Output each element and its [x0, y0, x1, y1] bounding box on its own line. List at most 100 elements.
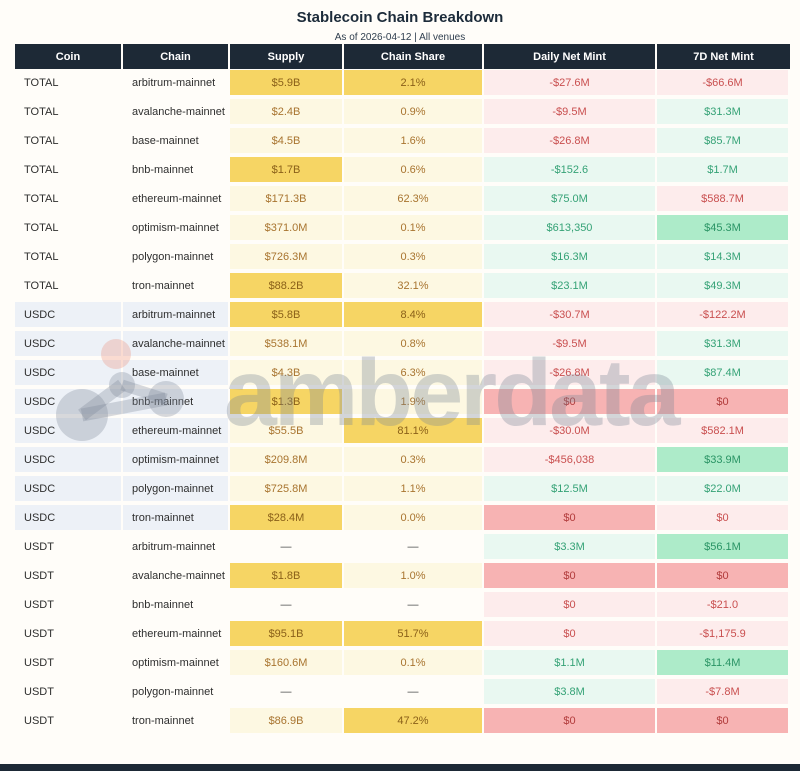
column-header-chain: Chain [123, 44, 230, 70]
chain-cell: polygon-mainnet [123, 476, 230, 505]
daily-mint-cell: $0 [484, 592, 657, 621]
chain-cell: tron-mainnet [123, 273, 230, 302]
share-cell: 0.8% [344, 331, 484, 360]
share-cell: 1.6% [344, 128, 484, 157]
supply-cell: $5.8B [230, 302, 344, 331]
chain-cell: avalanche-mainnet [123, 563, 230, 592]
7d-mint-cell: $0 [657, 563, 790, 592]
share-cell: 0.0% [344, 505, 484, 534]
chain-cell: avalanche-mainnet [123, 331, 230, 360]
coin-cell: USDT [15, 708, 123, 737]
daily-mint-cell: $12.5M [484, 476, 657, 505]
chain-cell: bnb-mainnet [123, 592, 230, 621]
column-header-supply: Supply [230, 44, 344, 70]
coin-cell: USDC [15, 360, 123, 389]
supply-cell: $171.3B [230, 186, 344, 215]
chain-cell: polygon-mainnet [123, 244, 230, 273]
coin-cell: USDC [15, 331, 123, 360]
share-cell: 0.1% [344, 215, 484, 244]
7d-mint-cell: $49.3M [657, 273, 790, 302]
supply-cell: $88.2B [230, 273, 344, 302]
7d-mint-cell: $22.0M [657, 476, 790, 505]
daily-mint-cell: -$26.8M [484, 360, 657, 389]
coin-cell: USDT [15, 592, 123, 621]
share-cell: — [344, 679, 484, 708]
share-cell: 0.3% [344, 447, 484, 476]
coin-cell: USDT [15, 563, 123, 592]
coin-cell: USDC [15, 447, 123, 476]
7d-mint-cell: $588.7M [657, 186, 790, 215]
daily-mint-cell: $75.0M [484, 186, 657, 215]
supply-cell: $4.5B [230, 128, 344, 157]
daily-mint-cell: $0 [484, 505, 657, 534]
chain-cell: base-mainnet [123, 360, 230, 389]
chain-cell: base-mainnet [123, 128, 230, 157]
chain-cell: bnb-mainnet [123, 389, 230, 418]
share-cell: 0.9% [344, 99, 484, 128]
stablecoin-table: Coin Chain Supply Chain Share Daily Net Mint… [15, 44, 790, 737]
coin-cell: TOTAL [15, 273, 123, 302]
daily-mint-cell: $1.1M [484, 650, 657, 679]
chain-cell: optimism-mainnet [123, 650, 230, 679]
supply-cell: $1.3B [230, 389, 344, 418]
coin-cell: TOTAL [15, 186, 123, 215]
coin-cell: TOTAL [15, 157, 123, 186]
7d-mint-cell: $31.3M [657, 331, 790, 360]
coin-cell: USDT [15, 679, 123, 708]
supply-cell: $160.6M [230, 650, 344, 679]
share-cell: 1.9% [344, 389, 484, 418]
share-cell: 62.3% [344, 186, 484, 215]
7d-mint-cell: $11.4M [657, 650, 790, 679]
coin-cell: TOTAL [15, 70, 123, 99]
daily-mint-cell: $3.3M [484, 534, 657, 563]
daily-mint-cell: $0 [484, 708, 657, 737]
daily-mint-cell: -$9.5M [484, 331, 657, 360]
column-header-chain-share: Chain Share [344, 44, 484, 70]
chain-cell: optimism-mainnet [123, 215, 230, 244]
7d-mint-cell: $87.4M [657, 360, 790, 389]
daily-mint-cell: -$456,038 [484, 447, 657, 476]
daily-mint-cell: $16.3M [484, 244, 657, 273]
chain-cell: bnb-mainnet [123, 157, 230, 186]
7d-mint-cell: $31.3M [657, 99, 790, 128]
chain-cell: arbitrum-mainnet [123, 70, 230, 99]
coin-cell: TOTAL [15, 215, 123, 244]
supply-cell: $1.8B [230, 563, 344, 592]
supply-cell: — [230, 534, 344, 563]
daily-mint-cell: $23.1M [484, 273, 657, 302]
chain-cell: tron-mainnet [123, 505, 230, 534]
supply-cell: $371.0M [230, 215, 344, 244]
coin-cell: USDT [15, 534, 123, 563]
share-cell: 8.4% [344, 302, 484, 331]
chain-cell: ethereum-mainnet [123, 418, 230, 447]
7d-mint-cell: $582.1M [657, 418, 790, 447]
share-cell: — [344, 592, 484, 621]
chain-cell: polygon-mainnet [123, 679, 230, 708]
7d-mint-cell: $0 [657, 505, 790, 534]
share-cell: 0.6% [344, 157, 484, 186]
supply-cell: $726.3M [230, 244, 344, 273]
daily-mint-cell: -$26.8M [484, 128, 657, 157]
share-cell: 6.3% [344, 360, 484, 389]
7d-mint-cell: $45.3M [657, 215, 790, 244]
supply-cell: $86.9B [230, 708, 344, 737]
daily-mint-cell: -$30.0M [484, 418, 657, 447]
chain-cell: avalanche-mainnet [123, 99, 230, 128]
column-header-daily-net-mint: Daily Net Mint [484, 44, 657, 70]
share-cell: 47.2% [344, 708, 484, 737]
page-title: Stablecoin Chain Breakdown [296, 9, 504, 26]
footer-bar [0, 764, 800, 771]
share-cell: 51.7% [344, 621, 484, 650]
supply-cell: $95.1B [230, 621, 344, 650]
supply-cell: — [230, 679, 344, 708]
7d-mint-cell: $56.1M [657, 534, 790, 563]
7d-mint-cell: $33.9M [657, 447, 790, 476]
column-header-coin: Coin [15, 44, 123, 70]
coin-cell: USDT [15, 650, 123, 679]
supply-cell: $55.5B [230, 418, 344, 447]
share-cell: 2.1% [344, 70, 484, 99]
daily-mint-cell: -$30.7M [484, 302, 657, 331]
share-cell: 32.1% [344, 273, 484, 302]
coin-cell: USDC [15, 418, 123, 447]
coin-cell: USDT [15, 621, 123, 650]
